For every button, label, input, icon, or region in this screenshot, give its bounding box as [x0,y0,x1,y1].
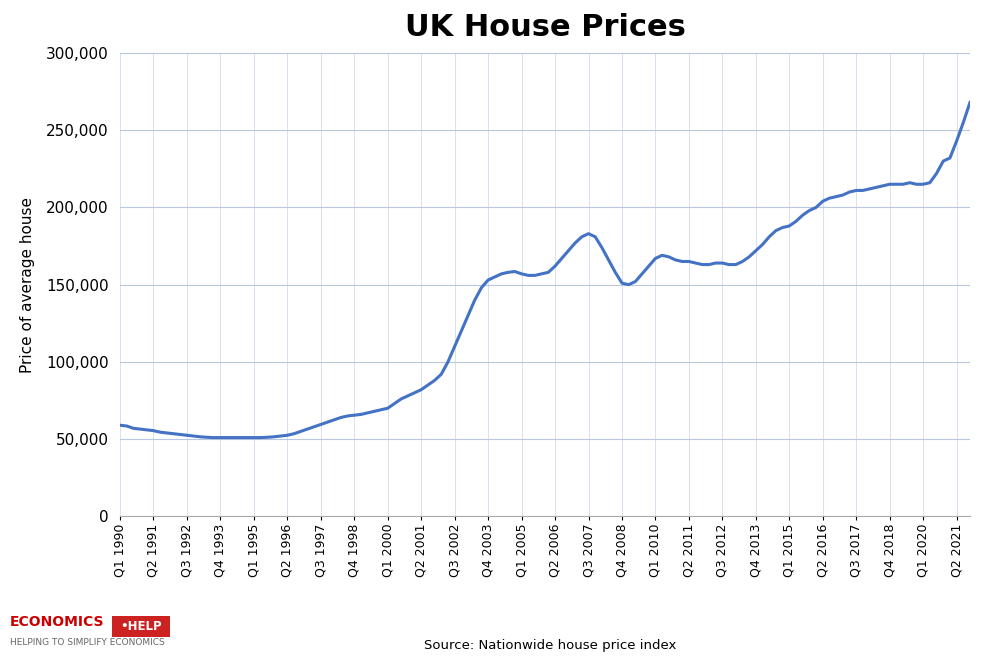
Title: UK House Prices: UK House Prices [405,13,685,42]
Text: ECONOMICS: ECONOMICS [10,614,104,629]
Text: Source: Nationwide house price index: Source: Nationwide house price index [424,639,676,652]
Text: •HELP: •HELP [120,620,162,633]
Text: HELPING TO SIMPLIFY ECONOMICS: HELPING TO SIMPLIFY ECONOMICS [10,638,165,647]
Y-axis label: Price of average house: Price of average house [20,197,35,373]
